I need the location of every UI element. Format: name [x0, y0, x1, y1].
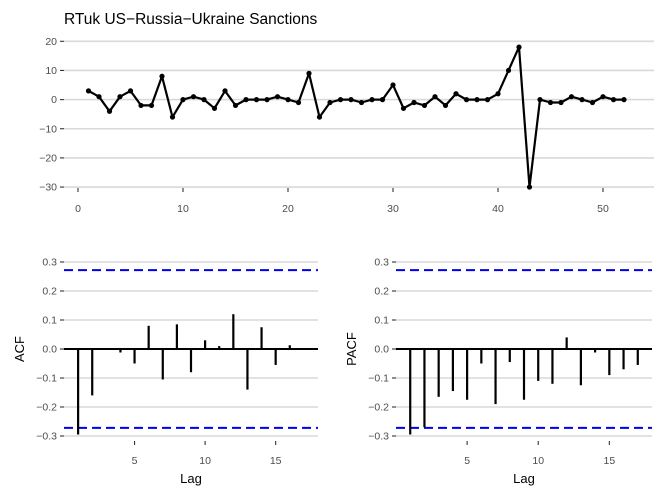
y-tick-label: 0.0 — [374, 344, 389, 356]
data-point — [432, 94, 438, 100]
data-point — [138, 102, 144, 109]
y-tick-label: 10 — [45, 65, 57, 77]
y-tick-label: 0.3 — [374, 257, 389, 269]
data-point — [211, 105, 218, 111]
y-axis-label: ACF — [12, 336, 27, 362]
x-tick-label: 30 — [387, 203, 399, 215]
data-point — [547, 99, 554, 106]
y-tick-label: 0 — [51, 94, 57, 106]
data-point — [327, 99, 333, 106]
x-tick-label: 50 — [597, 203, 609, 215]
data-point — [337, 97, 344, 103]
y-tick-label: 0.2 — [42, 286, 57, 298]
data-point — [180, 97, 186, 103]
data-point — [96, 94, 102, 100]
data-point — [463, 97, 470, 103]
pacf-panel: −0.3 −0.2 −0.1 0.0 0.1 0.2 0.3 5 10 15 Lag PACF — [344, 257, 652, 486]
y-tick-label: −30 — [39, 182, 57, 194]
data-point — [274, 94, 281, 100]
data-point — [610, 97, 617, 103]
data-point — [568, 94, 575, 100]
data-point — [600, 94, 606, 100]
data-point — [579, 97, 585, 103]
data-point — [442, 102, 449, 109]
data-point — [222, 88, 228, 94]
x-tick-label: 15 — [603, 455, 615, 467]
data-point — [148, 102, 155, 109]
data-point — [453, 91, 459, 97]
data-point — [505, 67, 512, 74]
x-tick-label: 20 — [282, 203, 294, 215]
data-point — [537, 97, 543, 103]
data-point — [358, 99, 365, 106]
x-axis-label: Lag — [180, 471, 202, 486]
data-point — [348, 97, 354, 103]
data-point — [558, 99, 564, 106]
data-point — [190, 94, 197, 100]
y-tick-label: 0.3 — [42, 257, 57, 269]
data-point — [159, 73, 165, 79]
x-tick-label: 15 — [270, 455, 282, 467]
y-tick-label: −10 — [39, 123, 57, 135]
y-tick-label: −0.3 — [36, 431, 57, 443]
chart-title: RTuk US−Russia−Ukraine Sanctions — [64, 11, 318, 28]
data-point — [390, 82, 396, 88]
y-tick-label: 20 — [45, 36, 57, 48]
y-tick-label: −20 — [39, 153, 57, 165]
data-point — [243, 97, 249, 103]
x-tick-label: 5 — [464, 455, 470, 467]
data-point — [474, 97, 480, 103]
y-tick-label: 0.1 — [42, 315, 57, 327]
data-point — [295, 99, 302, 106]
data-point — [117, 94, 123, 100]
series-line — [87, 45, 624, 189]
data-point — [306, 70, 312, 76]
data-point — [253, 97, 260, 103]
y-tick-label: 0.1 — [374, 315, 389, 327]
data-point — [421, 102, 428, 109]
data-point — [201, 97, 207, 103]
x-tick-label: 10 — [532, 455, 544, 467]
data-point — [169, 114, 176, 120]
data-point — [589, 99, 596, 106]
x-tick-label: 10 — [177, 203, 189, 215]
data-point — [232, 102, 239, 109]
data-point — [369, 97, 375, 103]
x-tick-label: 10 — [199, 455, 211, 467]
y-tick-label: −0.1 — [368, 373, 389, 385]
y-tick-label: −0.1 — [36, 373, 57, 385]
y-tick-label: −0.2 — [36, 402, 57, 414]
x-axis-label: Lag — [513, 471, 535, 486]
y-tick-label: −0.2 — [368, 402, 389, 414]
data-point — [400, 105, 407, 111]
data-point — [526, 184, 533, 190]
y-axis-label: PACF — [344, 332, 359, 366]
data-point — [285, 97, 291, 103]
data-point — [484, 97, 491, 103]
acf-panel: −0.3 −0.2 −0.1 0.0 0.1 0.2 0.3 5 10 15 Lag ACF — [12, 257, 318, 486]
data-point — [516, 44, 522, 50]
data-point — [127, 88, 134, 94]
data-point — [85, 88, 92, 94]
data-point — [106, 108, 113, 114]
x-tick-label: 5 — [132, 455, 138, 467]
data-point — [379, 97, 386, 103]
data-point — [411, 99, 417, 106]
data-point — [264, 97, 270, 103]
data-point — [495, 91, 501, 97]
data-point — [621, 97, 627, 103]
y-tick-label: 0.0 — [42, 344, 57, 356]
y-tick-label: 0.2 — [374, 286, 389, 298]
y-tick-label: −0.3 — [368, 431, 389, 443]
x-tick-label: 0 — [75, 203, 81, 215]
x-tick-label: 40 — [492, 203, 504, 215]
time-series-panel: −30 −20 −10 0 10 20 0 10 20 30 40 50 — [39, 36, 654, 215]
data-point — [316, 114, 323, 120]
